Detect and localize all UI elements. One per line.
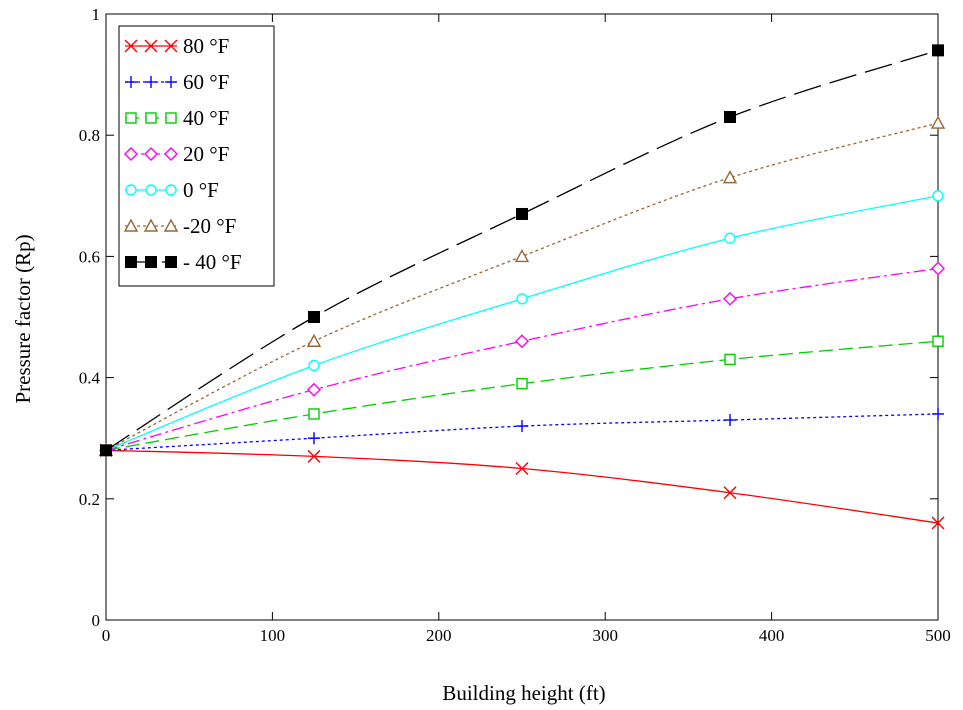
data-point-marker	[932, 44, 944, 57]
data-point-marker	[165, 112, 177, 124]
series-line	[105, 413, 939, 451]
data-point-marker	[307, 382, 321, 397]
data-point-marker	[724, 111, 736, 124]
y-tick-label: 0.2	[79, 490, 100, 509]
data-point-marker	[165, 76, 177, 88]
data-point-marker	[308, 359, 320, 372]
legend-item: 20 °F	[124, 142, 229, 166]
data-point-marker	[514, 248, 530, 263]
data-point-marker	[145, 76, 157, 88]
data-point-marker	[125, 184, 137, 196]
data-point-marker	[932, 190, 944, 202]
legend-label: 60 °F	[183, 70, 229, 94]
data-point-marker	[724, 232, 736, 244]
data-point-marker	[145, 184, 157, 196]
data-point-marker	[165, 184, 177, 196]
data-point-marker	[307, 449, 321, 463]
series-6	[100, 44, 944, 457]
legend-item: 40 °F	[125, 106, 229, 130]
data-point-marker	[308, 432, 320, 445]
x-tick-label: 0	[102, 626, 111, 645]
plot-frame	[105, 13, 939, 621]
data-point-marker	[100, 444, 112, 457]
series-2	[100, 335, 944, 457]
data-point-marker	[931, 261, 945, 276]
series-line	[105, 122, 939, 451]
y-tick-label: 0.4	[79, 369, 101, 388]
data-point-marker	[164, 147, 178, 161]
x-tick-label: 500	[925, 626, 951, 645]
y-axis-label: Pressure factor (Rp)	[11, 234, 35, 403]
data-point-marker	[516, 207, 528, 220]
y-tick-label: 0.6	[79, 247, 100, 266]
data-point-marker	[930, 115, 946, 129]
legend-label: - 40 °F	[183, 250, 242, 274]
legend-item: - 40 °F	[125, 250, 242, 274]
legend-item: 60 °F	[125, 70, 229, 94]
data-point-marker	[145, 256, 157, 268]
series-line	[105, 49, 939, 451]
data-point-marker	[143, 218, 159, 232]
legend: 80 °F 60 °F 40 °F 20 °F 0 °F -20 °F - 40 °F	[118, 25, 275, 287]
data-point-marker	[723, 291, 737, 306]
legend-label: 80 °F	[183, 34, 229, 58]
data-point-marker	[145, 112, 157, 124]
legend-item: -20 °F	[123, 214, 236, 238]
legend-label: 20 °F	[183, 142, 229, 166]
x-tick-label: 300	[592, 626, 618, 645]
legend-item: 80 °F	[124, 34, 229, 58]
data-point-marker	[516, 420, 528, 433]
data-point-marker	[144, 39, 158, 53]
data-point-marker	[165, 256, 177, 268]
x-tick-label: 100	[260, 626, 286, 645]
data-point-marker	[723, 486, 737, 500]
data-point-marker	[306, 333, 322, 347]
legend-label: 0 °F	[183, 178, 219, 202]
axis-ticks: 0 100 200 300 400 500 0 0.2 0.4 0.6 0.8 1	[79, 5, 951, 645]
plot-area-border	[105, 13, 939, 621]
series-1	[100, 407, 944, 457]
data-point-marker	[124, 147, 138, 161]
data-point-marker	[932, 335, 944, 347]
data-point-marker	[125, 256, 137, 268]
data-point-marker	[931, 516, 945, 530]
x-tick-label: 400	[759, 626, 785, 645]
data-point-marker	[124, 39, 138, 53]
y-tick-label: 0.8	[79, 126, 100, 145]
data-point-marker	[144, 147, 158, 161]
data-point-marker	[515, 462, 529, 475]
data-point-marker	[125, 112, 137, 124]
legend-item: 0 °F	[125, 178, 219, 202]
data-point-marker	[515, 334, 529, 349]
data-point-marker	[516, 377, 528, 390]
y-tick-label: 0	[92, 611, 101, 630]
data-point-marker	[308, 408, 320, 420]
data-point-marker	[164, 39, 178, 53]
legend-label: 40 °F	[183, 106, 229, 130]
data-point-marker	[724, 353, 736, 366]
data-point-marker	[308, 311, 320, 323]
series-line	[105, 449, 939, 524]
series-0	[99, 443, 945, 530]
data-point-marker	[722, 170, 738, 184]
series-layer	[98, 44, 946, 530]
legend-label: -20 °F	[183, 214, 236, 238]
data-point-marker	[724, 414, 736, 427]
data-point-marker	[516, 293, 528, 305]
x-tick-label: 200	[426, 626, 452, 645]
x-axis-label: Building height (ft)	[442, 681, 605, 705]
data-point-marker	[163, 218, 179, 232]
data-point-marker	[932, 407, 944, 420]
y-tick-label: 1	[92, 5, 101, 24]
series-line	[105, 340, 939, 451]
legend-box	[118, 25, 275, 287]
data-point-marker	[125, 76, 137, 88]
data-point-marker	[123, 218, 139, 232]
